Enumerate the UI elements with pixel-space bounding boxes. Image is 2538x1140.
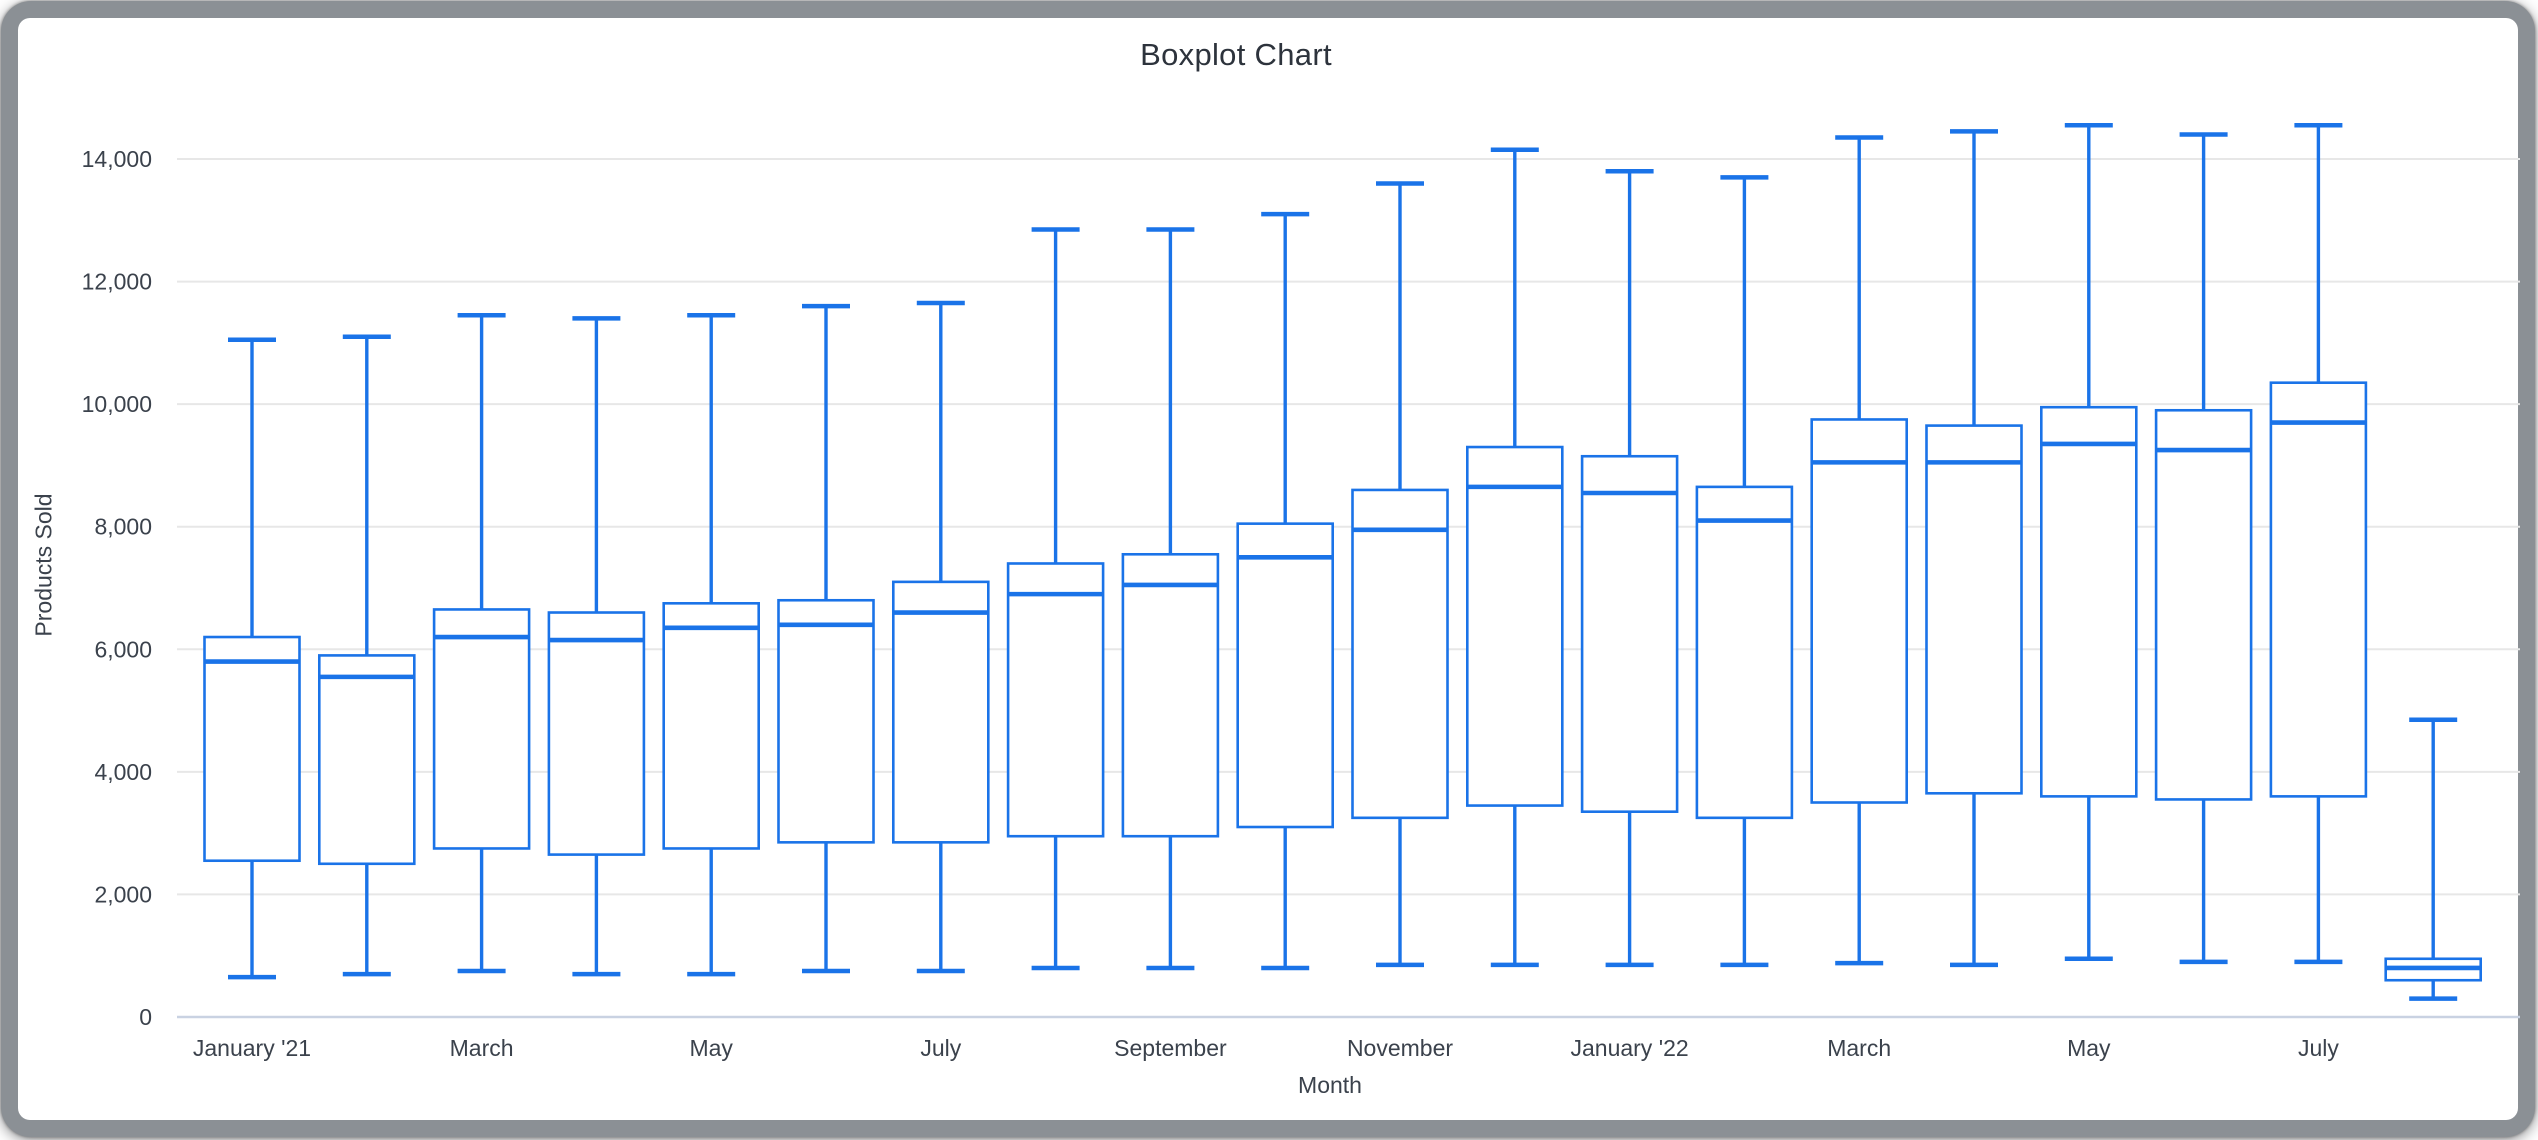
x-tick-label: September xyxy=(1114,1035,1227,1061)
y-tick-label: 6,000 xyxy=(94,636,152,662)
y-tick-label: 4,000 xyxy=(94,759,152,785)
iqr-box xyxy=(2269,381,2368,798)
iqr-box xyxy=(1236,522,1334,829)
box-plot-month-7[interactable] xyxy=(1006,227,1105,971)
x-tick-label: May xyxy=(2067,1035,2111,1061)
iqr-box xyxy=(547,611,646,856)
y-tick-label: 2,000 xyxy=(94,881,152,907)
box-plot-month-8[interactable] xyxy=(1121,227,1220,971)
iqr-box xyxy=(2154,408,2253,801)
iqr-box xyxy=(891,580,990,844)
box-plot-month-10[interactable] xyxy=(1351,181,1449,968)
iqr-box xyxy=(2040,405,2138,798)
iqr-box xyxy=(1006,562,1105,838)
x-tick-label: March xyxy=(1827,1035,1891,1061)
iqr-box xyxy=(317,654,416,866)
y-tick-label: 8,000 xyxy=(94,514,152,540)
box-plot-month-5[interactable] xyxy=(777,303,875,974)
x-tick-label: March xyxy=(450,1035,514,1061)
iqr-box xyxy=(777,598,875,844)
box-plot-month-17[interactable] xyxy=(2154,132,2253,965)
box-plot-month-1[interactable] xyxy=(317,334,416,977)
iqr-box xyxy=(203,635,301,863)
box-plot-month-6[interactable] xyxy=(891,300,990,974)
box-plot-month-12[interactable] xyxy=(1580,169,1679,968)
iqr-box xyxy=(662,602,761,850)
y-tick-label: 10,000 xyxy=(82,391,152,417)
box-plot-month-2[interactable] xyxy=(432,313,531,974)
x-tick-label: May xyxy=(689,1035,733,1061)
box-plot-month-19[interactable] xyxy=(2384,717,2482,1001)
box-plot-month-15[interactable] xyxy=(1925,129,2023,968)
box-plot-month-13[interactable] xyxy=(1695,175,1794,968)
y-tick-label: 0 xyxy=(139,1004,152,1030)
chart-title: Boxplot Chart xyxy=(1140,37,1332,72)
iqr-box xyxy=(432,608,531,850)
iqr-box xyxy=(1925,424,2023,795)
iqr-box xyxy=(1121,552,1220,838)
box-plot-month-0[interactable] xyxy=(203,337,301,980)
box-plot-month-9[interactable] xyxy=(1236,211,1334,971)
x-tick-label: July xyxy=(2298,1035,2339,1061)
iqr-box xyxy=(1695,485,1794,820)
y-tick-label: 12,000 xyxy=(82,269,152,295)
x-tick-label: November xyxy=(1347,1035,1453,1061)
iqr-box xyxy=(1466,445,1564,807)
x-tick-label: January '22 xyxy=(1570,1035,1688,1061)
box-plot-month-14[interactable] xyxy=(1810,135,1908,966)
iqr-box xyxy=(1810,418,1908,804)
y-tick-label: 14,000 xyxy=(82,146,152,172)
iqr-box xyxy=(1580,454,1679,813)
box-plot-month-4[interactable] xyxy=(662,313,761,977)
x-tick-label: July xyxy=(920,1035,961,1061)
box-plot-month-11[interactable] xyxy=(1466,147,1564,968)
x-axis-title: Month xyxy=(1298,1072,1362,1098)
box-plot-month-18[interactable] xyxy=(2269,123,2368,965)
box-plot-month-3[interactable] xyxy=(547,316,646,977)
box-plot-month-16[interactable] xyxy=(2040,123,2138,962)
iqr-box xyxy=(1351,488,1449,820)
x-tick-label: January '21 xyxy=(193,1035,311,1061)
